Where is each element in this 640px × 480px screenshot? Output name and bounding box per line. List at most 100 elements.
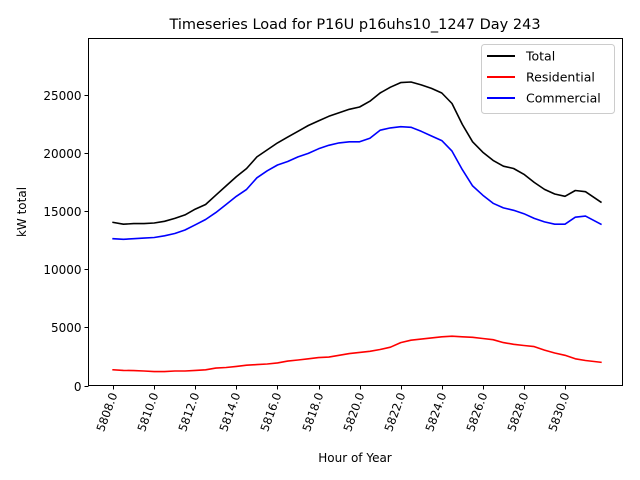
data-point-total [420, 84, 422, 86]
data-point-commercial [379, 129, 381, 131]
data-point-residential [600, 362, 602, 364]
data-point-commercial [266, 170, 268, 172]
data-point-commercial [482, 194, 484, 196]
data-point-commercial [143, 237, 145, 239]
data-point-total [492, 160, 494, 162]
data-point-residential [523, 345, 525, 347]
data-point-residential [318, 357, 320, 359]
data-point-residential [328, 356, 330, 358]
data-point-residential [215, 367, 217, 369]
data-point-commercial [600, 223, 602, 225]
data-point-commercial [503, 207, 505, 209]
data-point-commercial [297, 156, 299, 158]
data-point-commercial [451, 150, 453, 152]
data-point-total [174, 218, 176, 220]
data-point-commercial [318, 148, 320, 150]
data-point-residential [338, 355, 340, 357]
y-tick-label: 5000 [51, 321, 82, 335]
data-point-residential [246, 364, 248, 366]
data-point-residential [164, 371, 166, 373]
data-point-commercial [174, 233, 176, 235]
data-point-total [379, 92, 381, 94]
data-point-residential [112, 369, 114, 371]
data-point-residential [533, 346, 535, 348]
data-point-total [451, 103, 453, 105]
data-point-residential [554, 352, 556, 354]
data-point-commercial [349, 141, 351, 143]
data-point-total [482, 151, 484, 153]
data-point-commercial [441, 140, 443, 142]
data-point-commercial [390, 127, 392, 129]
series-line-residential [112, 335, 602, 373]
data-point-commercial [256, 177, 258, 179]
data-point-total [277, 142, 279, 144]
data-point-total [318, 120, 320, 122]
data-point-total [225, 185, 227, 187]
legend-label-commercial: Commercial [526, 91, 601, 106]
data-point-residential [585, 360, 587, 362]
data-point-total [390, 86, 392, 88]
series-layer [112, 81, 603, 373]
data-point-total [462, 124, 464, 126]
data-point-commercial [338, 142, 340, 144]
data-point-total [205, 204, 207, 206]
data-point-commercial [215, 212, 217, 214]
legend: Total Residential Commercial [481, 44, 615, 114]
data-point-residential [184, 370, 186, 372]
data-point-total [523, 174, 525, 176]
data-point-total [349, 109, 351, 111]
data-point-residential [390, 346, 392, 348]
x-axis-label: Hour of Year [318, 451, 392, 465]
data-point-commercial [164, 235, 166, 237]
data-point-total [143, 223, 145, 225]
data-point-commercial [123, 239, 125, 241]
data-point-commercial [462, 169, 464, 171]
data-point-residential [277, 362, 279, 364]
series-line-total [112, 81, 603, 225]
data-point-residential [123, 370, 125, 372]
data-point-residential [349, 353, 351, 355]
data-point-commercial [287, 161, 289, 163]
data-point-commercial [236, 196, 238, 198]
data-point-residential [256, 364, 258, 366]
data-point-total [600, 201, 602, 203]
data-point-total [544, 189, 546, 191]
data-point-total [236, 176, 238, 178]
data-point-total [441, 92, 443, 94]
data-point-residential [482, 338, 484, 340]
data-point-commercial [564, 223, 566, 225]
legend-box [481, 44, 615, 114]
data-point-total [297, 131, 299, 133]
data-point-residential [174, 370, 176, 372]
data-point-residential [513, 344, 515, 346]
data-point-commercial [153, 237, 155, 239]
data-point-total [195, 208, 197, 210]
data-point-total [513, 168, 515, 170]
data-point-residential [143, 370, 145, 372]
data-point-residential [575, 358, 577, 360]
data-point-residential [359, 352, 361, 354]
data-point-residential [400, 342, 402, 344]
data-point-commercial [246, 189, 248, 191]
data-point-total [400, 82, 402, 84]
data-point-commercial [205, 219, 207, 221]
data-point-residential [133, 370, 135, 372]
data-point-residential [379, 349, 381, 351]
data-point-total [256, 156, 258, 158]
data-point-residential [236, 366, 238, 368]
data-point-residential [297, 359, 299, 361]
data-point-residential [503, 342, 505, 344]
data-point-total [266, 149, 268, 151]
data-point-commercial [431, 135, 433, 137]
data-point-residential [431, 337, 433, 339]
data-point-commercial [369, 138, 371, 140]
chart-title: Timeseries Load for P16U p16uhs10_1247 D… [168, 17, 540, 33]
data-point-residential [308, 358, 310, 360]
data-point-total [328, 116, 330, 118]
data-point-total [533, 182, 535, 184]
data-point-residential [195, 370, 197, 372]
data-point-commercial [328, 145, 330, 147]
data-point-commercial [523, 213, 525, 215]
data-point-residential [266, 363, 268, 365]
data-point-total [575, 190, 577, 192]
